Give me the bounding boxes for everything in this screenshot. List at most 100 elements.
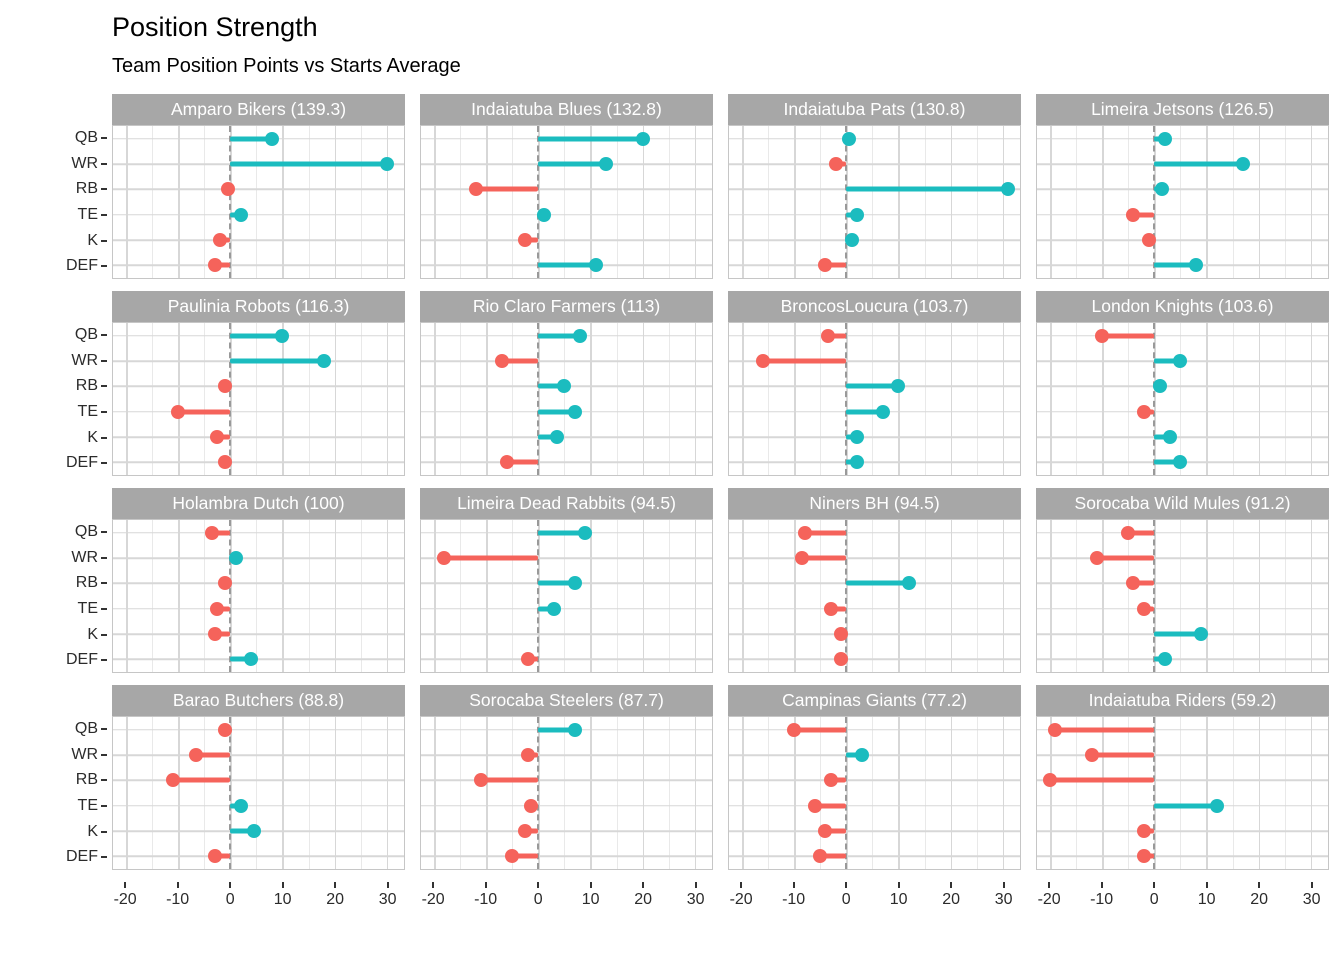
grid-line-horizontal	[1037, 557, 1328, 559]
lollipop-stem	[1055, 727, 1155, 733]
grid-line-minor	[1128, 520, 1130, 673]
grid-line-major	[1102, 323, 1104, 476]
lollipop-dot	[1157, 131, 1172, 146]
grid-line-minor	[204, 717, 206, 870]
grid-line-minor	[820, 717, 822, 870]
grid-line-major	[1258, 323, 1261, 476]
lollipop-dot	[494, 354, 509, 369]
lollipop-stem	[820, 853, 847, 859]
facet-row: QB WR RB TE K DEF Holambra Dutch (100) Limeira …	[0, 488, 1344, 674]
grid-line-minor	[924, 717, 926, 870]
grid-line-horizontal	[421, 779, 712, 782]
facet: London Knights (103.6)	[1036, 291, 1329, 477]
grid-line-major	[1206, 323, 1208, 476]
lollipop-dot	[828, 157, 843, 172]
lollipop-dot	[244, 652, 259, 667]
lollipop-stem	[230, 358, 325, 364]
lollipop-dot	[808, 798, 823, 813]
grid-line-major	[898, 717, 900, 870]
lollipop-dot	[1173, 455, 1188, 470]
facet-strip: Sorocaba Wild Mules (91.2)	[1036, 488, 1329, 520]
lollipop-dot	[1136, 601, 1151, 616]
grid-line-horizontal	[421, 461, 712, 464]
lollipop-stem	[846, 383, 899, 389]
grid-line-horizontal	[729, 658, 1020, 661]
zero-line	[845, 520, 848, 673]
grid-line-minor	[872, 520, 874, 673]
grid-line-minor	[1076, 717, 1078, 870]
grid-line-horizontal	[421, 239, 712, 241]
grid-line-minor	[360, 126, 362, 279]
y-axis-label: K	[87, 231, 98, 249]
grid-line-minor	[256, 520, 258, 673]
grid-line-minor	[668, 520, 670, 673]
grid-line-minor	[768, 520, 770, 673]
grid-line-major	[126, 126, 128, 279]
grid-line-minor	[308, 717, 310, 870]
x-axis-label: 30	[378, 891, 397, 909]
facet-panel	[728, 716, 1021, 871]
lollipop-stem	[538, 161, 607, 167]
lollipop-dot	[1126, 207, 1141, 222]
lollipop-dot	[823, 601, 838, 616]
grid-line-major	[694, 126, 697, 279]
grid-line-minor	[872, 323, 874, 476]
lollipop-stem	[230, 656, 252, 662]
lollipop-stem	[538, 606, 554, 612]
lollipop-stem	[828, 333, 847, 339]
facet: Niners BH (94.5)	[728, 488, 1021, 674]
grid-line-major	[694, 717, 697, 870]
lollipop-dot	[573, 328, 588, 343]
grid-line-minor	[308, 323, 310, 476]
grid-line-minor	[616, 717, 618, 870]
facet-panel	[420, 125, 713, 280]
x-axis-tick	[792, 882, 795, 889]
grid-line-horizontal	[1037, 188, 1328, 191]
lollipop-dot	[818, 824, 833, 839]
grid-line-minor	[512, 323, 514, 476]
grid-line-minor	[512, 520, 514, 673]
y-axis-tick	[101, 804, 107, 807]
facet-strip-label: Rio Claro Farmers (113)	[472, 296, 661, 317]
grid-line-minor	[152, 717, 154, 870]
grid-line-horizontal	[1037, 779, 1328, 782]
grid-line-minor	[616, 126, 618, 279]
facet-grid: QB WR RB TE K DEF Amparo Bikers (139.3) Indaiat…	[0, 94, 1344, 918]
grid-line-major	[1206, 126, 1208, 279]
grid-line-horizontal	[729, 830, 1020, 832]
lollipop-dot	[755, 354, 770, 369]
x-axis-tick	[740, 882, 743, 889]
lollipop-dot	[218, 379, 233, 394]
lollipop-dot	[246, 824, 261, 839]
lollipop-stem	[178, 409, 231, 415]
lollipop-stem	[846, 580, 909, 586]
grid-line-major	[126, 323, 128, 476]
grid-line-minor	[1232, 126, 1234, 279]
lollipop-dot	[901, 576, 916, 591]
x-axis-tick	[1048, 882, 1051, 889]
grid-line-minor	[256, 323, 258, 476]
grid-line-minor	[204, 520, 206, 673]
grid-line-horizontal	[1037, 830, 1328, 832]
grid-line-horizontal	[729, 557, 1020, 559]
lollipop-stem	[444, 555, 539, 561]
grid-line-major	[434, 520, 436, 673]
grid-line-major	[1310, 323, 1313, 476]
lollipop-dot	[854, 748, 869, 763]
x-axis-label: 20	[326, 891, 345, 909]
facet: Barao Butchers (88.8)	[112, 685, 405, 871]
grid-line-major	[126, 717, 128, 870]
lollipop-dot	[1043, 773, 1058, 788]
x-axis-tick	[950, 882, 953, 889]
grid-line-minor	[460, 126, 462, 279]
x-axis-label: -20	[113, 891, 137, 909]
lollipop-stem	[1091, 752, 1155, 758]
grid-line-minor	[204, 323, 206, 476]
grid-line-minor	[360, 520, 362, 673]
y-axis-tick	[101, 779, 107, 782]
facet-strip-label: Indaiatuba Pats (130.8)	[783, 99, 966, 120]
lollipop-dot	[379, 157, 394, 172]
grid-line-minor	[976, 323, 978, 476]
lollipop-stem	[475, 186, 539, 192]
facet-strip-label: Barao Butchers (88.8)	[172, 690, 345, 711]
